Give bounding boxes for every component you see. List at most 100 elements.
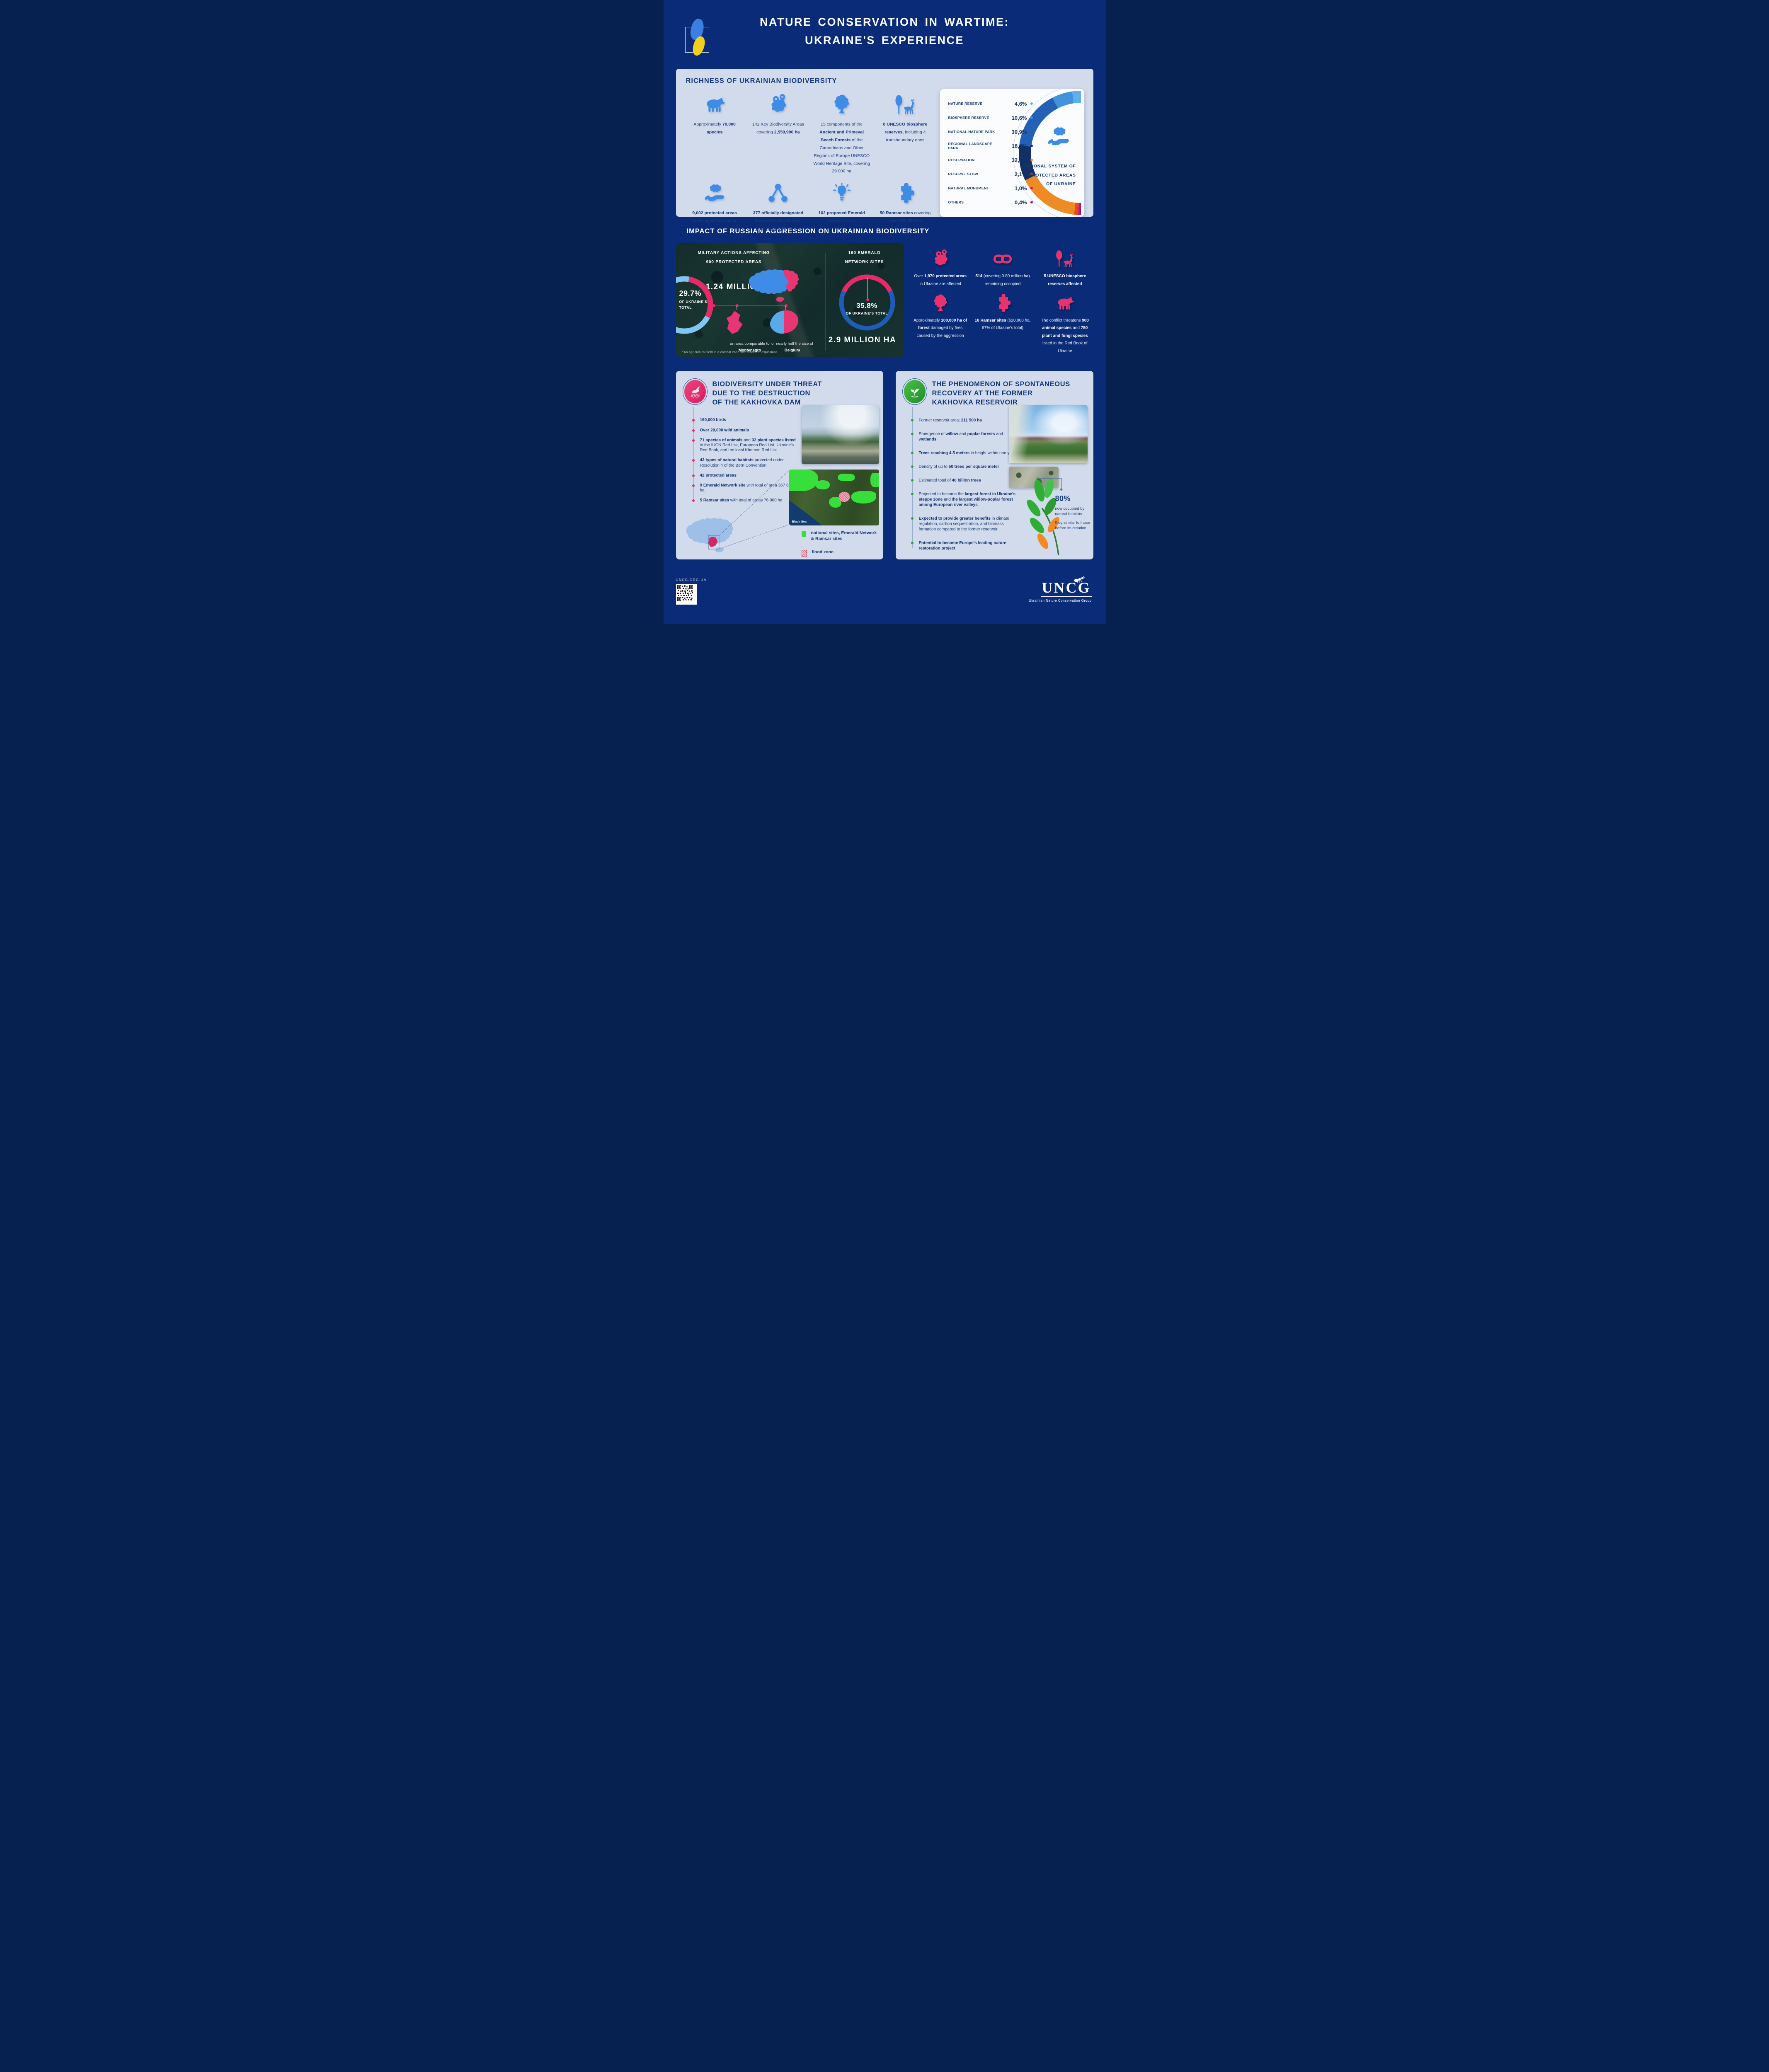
threat-bullet: 9 Emerald Network site with total of are…	[692, 483, 798, 493]
impact-right-area: 2.9 MILLION HA	[828, 336, 897, 345]
impact-right-pct: 35.8%	[856, 302, 877, 310]
chart-legend: NATURE RESERVE 4,6% BIOSPHERE RESERVE 10…	[948, 97, 1035, 209]
card-kakhovka-recovery: THE PHENOMENON OF SPONTANEOUS RECOVERY A…	[895, 371, 1093, 560]
protected-sites-patch	[851, 491, 876, 504]
infographic-poster: NATURE CONSERVATION IN WARTIME: UKRAINE'…	[663, 0, 1106, 624]
swan-icon	[691, 386, 700, 398]
connector-dot	[784, 304, 788, 307]
biodiversity-stat: 15 components of the Ancient and Primeva…	[813, 89, 870, 175]
stat-text: 514 (covering 0.80 million ha) remaining…	[975, 274, 1030, 286]
protected-sites-patch	[815, 480, 830, 490]
hand-holding-ukraine-icon	[1045, 126, 1072, 149]
threat-title: BIODIVERSITY UNDER THREAT DUE TO THE DES…	[712, 380, 822, 406]
legend-row: RESERVATION 32,0%	[948, 153, 1035, 167]
impact-left-pct-label: OF UKRAINE'S TOTAL	[679, 300, 708, 310]
flood-zone-patch	[838, 492, 850, 502]
legend-row: BIOSPHERE RESERVE 10,6%	[948, 111, 1035, 125]
stat-text: 377 officially designated Emerald Networ…	[753, 211, 804, 232]
legend-value: 1,0%	[1014, 185, 1027, 191]
stat-text: 50 Ramsar sites covering over 930,000 ha	[880, 211, 931, 224]
legend-text-pink: flood zone	[812, 549, 834, 555]
legend-dot	[1030, 159, 1033, 162]
recovery-bullet: Former reservoir area: 211 500 ha	[911, 418, 1021, 423]
legend-value: 10,6%	[1011, 114, 1027, 121]
logo-acronym: UNCG	[1042, 579, 1091, 596]
stat-icon	[1054, 249, 1075, 269]
legend-row: REGIONAL LANDSCAPE PARK 18,4%	[948, 139, 1035, 153]
stat-icon	[703, 183, 727, 204]
stat-icon	[930, 249, 951, 269]
stat-text: 5 UNESCO biosphere reserves affected	[1044, 274, 1086, 286]
stat-text: 142 Key Biodiversity Areas covering 2,55…	[752, 122, 804, 135]
connector-dot	[866, 275, 869, 278]
stat-text: The conflict threatens 900 animal specie…	[1041, 318, 1089, 353]
recovery-bullet: Density of up to 50 trees per square met…	[911, 464, 1021, 470]
qr-code	[676, 584, 697, 605]
kakhovka-photo	[801, 405, 879, 465]
ant-icon	[1074, 576, 1085, 583]
legend-row: OTHERS 0,4%	[948, 195, 1035, 209]
threat-bullet: 160,000 birds	[692, 418, 798, 423]
legend-value: 30,9%	[1011, 128, 1027, 135]
stat-text: 15 components of the Ancient and Primeva…	[813, 122, 870, 174]
legend-value: 0,4%	[1014, 199, 1027, 206]
legend-dot	[1030, 145, 1033, 148]
protected-sites-patch	[789, 470, 818, 491]
biodiversity-stat: 142 Key Biodiversity Areas covering 2,55…	[749, 89, 807, 175]
habitat-stat-text2: they similar to those before its creatio…	[1055, 520, 1090, 530]
legend-dot	[1030, 102, 1033, 105]
legend-row: RESERVE STOW 2,1%	[948, 167, 1035, 181]
belgium-shape	[770, 310, 798, 334]
ukraine-map-occupied	[745, 262, 799, 302]
legend-label: RESERVATION	[948, 158, 975, 162]
stat-text: Approximately 70,000 species	[693, 122, 736, 135]
stat-text: 8 UNESCO biosphere reserves, including 4…	[883, 122, 928, 143]
biodiversity-stat: Approximately 70,000 species	[686, 89, 744, 175]
legend-swatch-green	[801, 531, 806, 537]
stat-icon	[930, 294, 951, 313]
site-block: UNCG.ORG.UA	[676, 578, 707, 605]
legend-label: NATIONAL NATURE PARK	[948, 130, 995, 134]
site-url: UNCG.ORG.UA	[676, 578, 707, 582]
impact-left-pct: 29.7%	[679, 289, 702, 298]
donut-needle	[867, 276, 868, 300]
stat-icon	[1054, 294, 1075, 313]
impact-stat: Over 1,970 protected areas in Ukraine ar…	[912, 249, 969, 290]
threat-bullet-list: 160,000 birds Over 20,000 wild animals 71 …	[692, 407, 798, 503]
recovery-title: THE PHENOMENON OF SPONTANEOUS RECOVERY A…	[932, 380, 1070, 406]
richness-title: RICHNESS OF UKRAINIAN BIODIVERSITY	[686, 77, 837, 85]
recovery-bullet: Potential to become Europe's leading nat…	[911, 540, 1021, 551]
stat-icon	[766, 94, 790, 116]
protected-sites-patch	[870, 473, 879, 487]
biodiversity-stat: 9,002 protected areas covering 4.6 milli…	[686, 178, 744, 233]
threat-bullet: Over 20,000 wild animals	[692, 428, 798, 433]
stat-icon	[893, 183, 917, 204]
threat-bullet: 71 species of animals and 32 plant speci…	[692, 438, 798, 453]
page-title: NATURE CONSERVATION IN WARTIME: UKRAINE'…	[664, 7, 1106, 46]
legend-label: OTHERS	[948, 200, 964, 205]
biodiversity-stat: 50 Ramsar sites covering over 930,000 ha	[876, 178, 934, 233]
section-richness: RICHNESS OF UKRAINIAN BIODIVERSITY Appro…	[676, 69, 1093, 231]
black-sea-label: Black Sea	[792, 520, 807, 524]
legend-value: 32,0%	[1011, 157, 1027, 163]
logo-subtitle: Ukrainian Nature Conservation Group	[1029, 599, 1092, 603]
legend-value: 18,4%	[1011, 143, 1027, 149]
ukraine-flag-brush-icon	[681, 17, 722, 57]
biodiversity-stat: 8 UNESCO biosphere reserves, including 4…	[876, 89, 934, 175]
card-kakhovka-threat: BIODIVERSITY UNDER THREAT DUE TO THE DES…	[676, 371, 883, 560]
legend-dot	[1030, 201, 1033, 204]
montenegro-shape	[726, 311, 742, 334]
page-title-line1: NATURE CONSERVATION IN WARTIME:	[760, 16, 1009, 29]
legend-label: RESERVE STOW	[948, 172, 979, 177]
impact-stat: 5 UNESCO biosphere reserves affected	[1037, 249, 1093, 290]
connector-dot	[712, 304, 715, 307]
recovery-bullet-list: Former reservoir area: 211 500 ha Emergen…	[911, 407, 1021, 551]
stat-icon	[992, 294, 1013, 313]
legend-dot	[1030, 131, 1033, 133]
map-legend: national sites, Emerald Network & Ramsar…	[801, 530, 880, 564]
legend-dot	[1030, 187, 1033, 190]
stat-icon	[992, 249, 1013, 269]
threat-bullet: 42 protected areas	[692, 473, 798, 478]
ukraine-locator-map	[680, 510, 746, 554]
legend-text-green: national sites, Emerald Network & Ramsar…	[811, 530, 877, 542]
